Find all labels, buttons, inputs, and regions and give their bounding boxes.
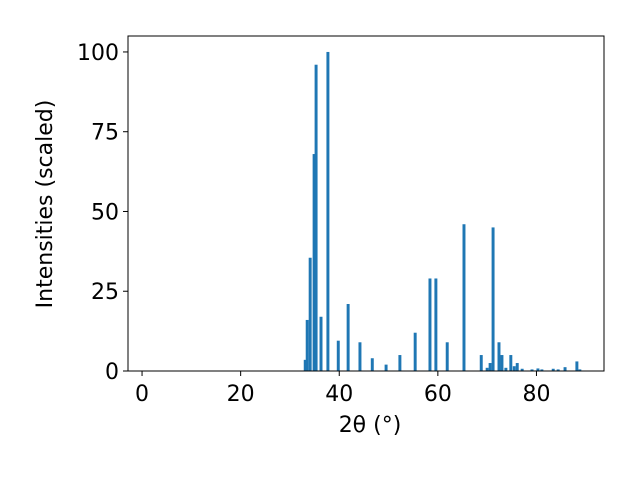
bar [319, 316, 323, 371]
y-axis-label: Intensities (scaled) [33, 100, 58, 309]
x-axis-label: 2θ (°) [339, 413, 402, 438]
bar [512, 366, 516, 371]
bar [488, 363, 492, 371]
bar [358, 342, 362, 371]
bar [398, 355, 402, 371]
x-tick-label: 20 [227, 382, 255, 407]
bar [575, 361, 579, 371]
bar [434, 278, 438, 371]
bar [500, 355, 504, 371]
x-tick-label: 60 [424, 382, 452, 407]
bar [384, 364, 388, 371]
y-tick-label: 75 [91, 121, 119, 146]
bar [428, 278, 432, 371]
bar [485, 367, 489, 371]
y-tick-label: 0 [105, 360, 119, 385]
y-tick-label: 50 [91, 200, 119, 225]
bar [540, 369, 544, 371]
bar [520, 368, 524, 371]
bar [509, 355, 513, 371]
bar [305, 319, 309, 371]
bar [556, 369, 560, 371]
x-tick-label: 80 [522, 382, 550, 407]
bar [563, 367, 567, 371]
bar [536, 368, 540, 371]
y-tick-label: 25 [91, 280, 119, 305]
bar [551, 368, 555, 371]
bar [462, 224, 466, 371]
bar [497, 342, 501, 371]
bar [326, 51, 330, 371]
bar [491, 227, 495, 371]
bar [346, 304, 350, 371]
x-tick-label: 40 [325, 382, 353, 407]
bar [312, 154, 316, 371]
bar [336, 340, 340, 371]
bar [314, 64, 318, 371]
bar [445, 342, 449, 371]
bar [303, 359, 307, 371]
bar [515, 363, 519, 371]
y-tick-label: 100 [77, 41, 119, 66]
bar [479, 355, 483, 371]
bar [370, 358, 374, 371]
bar [504, 367, 508, 371]
plot-frame [127, 35, 605, 372]
x-tick-label: 0 [135, 382, 149, 407]
bar [413, 332, 417, 371]
bar [308, 257, 312, 371]
bar [578, 369, 582, 371]
bar [530, 369, 534, 371]
